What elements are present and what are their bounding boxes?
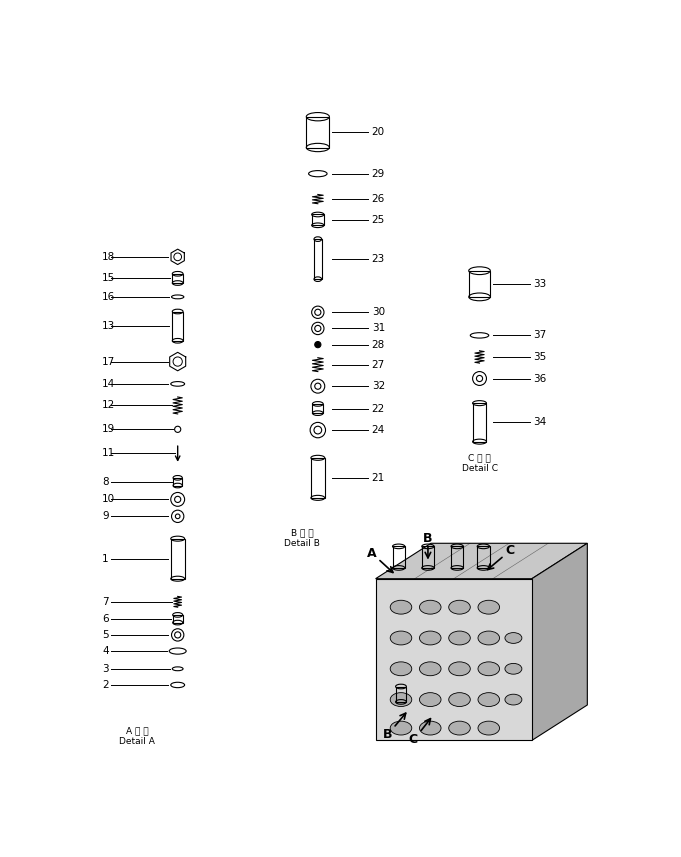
- Text: 29: 29: [372, 169, 385, 178]
- Text: 24: 24: [372, 425, 385, 435]
- Ellipse shape: [390, 600, 412, 614]
- Text: A: A: [367, 547, 377, 560]
- Ellipse shape: [478, 721, 500, 735]
- Bar: [392, 547, 405, 568]
- Ellipse shape: [419, 600, 441, 614]
- Bar: [173, 614, 183, 622]
- Text: 36: 36: [533, 374, 547, 383]
- Ellipse shape: [478, 631, 500, 645]
- Ellipse shape: [505, 632, 522, 644]
- Text: 14: 14: [102, 379, 116, 389]
- Bar: [313, 404, 323, 413]
- Text: 16: 16: [102, 292, 116, 302]
- Text: A 詳 細
Detail A: A 詳 細 Detail A: [119, 727, 155, 746]
- Bar: [477, 547, 490, 568]
- Bar: [473, 403, 486, 441]
- Bar: [314, 239, 321, 279]
- Polygon shape: [376, 578, 532, 740]
- Text: C: C: [506, 543, 515, 557]
- Text: 27: 27: [372, 360, 385, 369]
- Text: 13: 13: [102, 321, 116, 331]
- Text: C 詳 細
Detail C: C 詳 細 Detail C: [462, 453, 498, 472]
- Bar: [469, 271, 490, 297]
- Text: 9: 9: [102, 512, 109, 521]
- Text: 11: 11: [102, 448, 116, 458]
- Bar: [171, 539, 185, 578]
- Ellipse shape: [478, 662, 500, 675]
- Text: 34: 34: [533, 417, 547, 428]
- Text: C: C: [408, 733, 417, 746]
- Text: 2: 2: [102, 680, 109, 690]
- Text: 21: 21: [372, 473, 385, 482]
- Ellipse shape: [449, 662, 471, 675]
- Text: 25: 25: [372, 215, 385, 225]
- Ellipse shape: [419, 631, 441, 645]
- Text: B: B: [423, 532, 432, 545]
- Text: 4: 4: [102, 646, 109, 656]
- Bar: [396, 686, 407, 702]
- Text: 1: 1: [102, 554, 109, 564]
- Ellipse shape: [478, 600, 500, 614]
- Ellipse shape: [449, 692, 471, 706]
- Ellipse shape: [505, 663, 522, 674]
- Bar: [312, 214, 324, 225]
- Ellipse shape: [390, 631, 412, 645]
- Bar: [422, 547, 434, 568]
- Ellipse shape: [390, 692, 412, 706]
- Bar: [306, 117, 330, 147]
- Text: B 詳 細
Detail B: B 詳 細 Detail B: [285, 529, 320, 548]
- Ellipse shape: [449, 631, 471, 645]
- Text: 32: 32: [372, 381, 385, 391]
- Polygon shape: [532, 543, 587, 740]
- Text: 15: 15: [102, 273, 116, 284]
- Ellipse shape: [419, 662, 441, 675]
- Text: 8: 8: [102, 476, 109, 487]
- Text: 18: 18: [102, 252, 116, 262]
- Text: 37: 37: [533, 331, 547, 340]
- Ellipse shape: [419, 721, 441, 735]
- Text: 30: 30: [372, 308, 385, 317]
- Text: 6: 6: [102, 614, 109, 624]
- Text: 28: 28: [372, 339, 385, 350]
- Ellipse shape: [505, 694, 522, 705]
- Text: 22: 22: [372, 404, 385, 414]
- Ellipse shape: [478, 692, 500, 706]
- Text: 31: 31: [372, 323, 385, 333]
- Text: 17: 17: [102, 357, 116, 367]
- Text: 7: 7: [102, 596, 109, 607]
- Text: 23: 23: [372, 255, 385, 264]
- Bar: [173, 478, 183, 486]
- Text: 33: 33: [533, 279, 547, 289]
- Circle shape: [315, 342, 321, 348]
- Bar: [311, 458, 325, 498]
- Text: 12: 12: [102, 400, 116, 411]
- Ellipse shape: [449, 600, 471, 614]
- Text: 10: 10: [102, 494, 115, 505]
- Ellipse shape: [449, 721, 471, 735]
- Bar: [172, 311, 183, 341]
- Text: 5: 5: [102, 630, 109, 640]
- Text: 35: 35: [533, 352, 547, 362]
- Bar: [451, 547, 463, 568]
- Ellipse shape: [419, 692, 441, 706]
- Text: 19: 19: [102, 424, 116, 434]
- Text: B: B: [382, 728, 392, 740]
- Text: 3: 3: [102, 664, 109, 674]
- Bar: [172, 273, 183, 283]
- Polygon shape: [376, 543, 587, 578]
- Ellipse shape: [390, 721, 412, 735]
- Ellipse shape: [390, 662, 412, 675]
- Text: 26: 26: [372, 194, 385, 204]
- Text: 20: 20: [372, 127, 385, 137]
